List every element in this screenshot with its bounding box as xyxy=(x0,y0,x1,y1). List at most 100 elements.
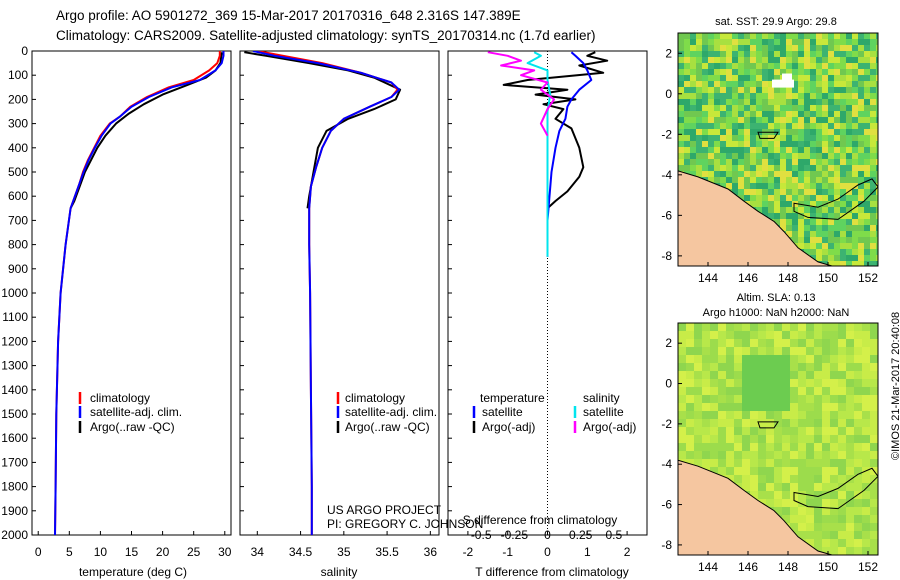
map-cell xyxy=(774,507,782,515)
map-cell xyxy=(838,443,846,451)
map-cell xyxy=(726,183,732,189)
map-cell xyxy=(862,523,870,531)
map-cell xyxy=(804,69,810,75)
map-cell xyxy=(870,147,876,153)
map-cell xyxy=(864,63,870,69)
map-cell xyxy=(830,339,838,347)
map-cell xyxy=(854,499,862,507)
map-cell xyxy=(718,467,726,475)
map-cell xyxy=(678,323,686,331)
map-cell xyxy=(720,123,726,129)
map-cell xyxy=(756,207,762,213)
map-cell xyxy=(782,451,790,459)
map-cell xyxy=(822,99,828,105)
map-cell xyxy=(702,323,710,331)
map-cell xyxy=(780,129,786,135)
map-cell xyxy=(822,515,830,523)
map-cell xyxy=(766,403,774,411)
map-cell xyxy=(854,507,862,515)
map-cell xyxy=(822,435,830,443)
map-cell xyxy=(870,231,876,237)
map-cell xyxy=(702,129,708,135)
map-cell xyxy=(742,419,750,427)
map-cell xyxy=(768,105,774,111)
map-cell xyxy=(732,123,738,129)
map-cell xyxy=(762,195,768,201)
map-cell xyxy=(846,123,852,129)
map-cell xyxy=(790,347,798,355)
map-cell xyxy=(774,419,782,427)
map-cell xyxy=(774,51,780,57)
map-cell xyxy=(854,531,862,539)
map-x-tick-label: 146 xyxy=(738,560,758,574)
map-cell xyxy=(780,87,786,93)
map-cell xyxy=(758,459,766,467)
map-cell xyxy=(774,159,780,165)
map-cell xyxy=(810,147,816,153)
map-cell xyxy=(806,403,814,411)
map-cell xyxy=(798,379,806,387)
x-tick-label: 0 xyxy=(35,545,42,559)
map-cell xyxy=(742,403,750,411)
map-cell xyxy=(734,435,742,443)
map-cell xyxy=(694,451,702,459)
map-cell xyxy=(822,419,830,427)
map-cell xyxy=(720,165,726,171)
map-cell xyxy=(854,419,862,427)
map-cell xyxy=(830,379,838,387)
map-cell xyxy=(790,363,798,371)
depth-tick-label: 700 xyxy=(8,213,28,227)
map-cell xyxy=(846,515,854,523)
map-cell xyxy=(862,411,870,419)
salinity-series-line xyxy=(244,51,402,209)
x-tick-label: 5 xyxy=(66,545,73,559)
map-cell xyxy=(720,93,726,99)
map-cell xyxy=(710,395,718,403)
map-cell xyxy=(830,507,838,515)
map-cell xyxy=(840,135,846,141)
map-cell xyxy=(710,355,718,363)
map-cell xyxy=(792,201,798,207)
map-cell xyxy=(838,467,846,475)
map-cell xyxy=(678,443,686,451)
map-cell xyxy=(678,63,684,69)
map-cell xyxy=(864,165,870,171)
map-cell xyxy=(846,491,854,499)
map-cell xyxy=(846,395,854,403)
map-cell xyxy=(734,427,742,435)
map-cell xyxy=(684,111,690,117)
map-cell xyxy=(852,117,858,123)
map-cell xyxy=(804,45,810,51)
map-cell xyxy=(846,165,852,171)
map-cell xyxy=(686,323,694,331)
map-cell xyxy=(852,153,858,159)
map-cell xyxy=(830,459,838,467)
map-cell xyxy=(822,395,830,403)
map-cell xyxy=(852,261,858,266)
map-cell xyxy=(810,87,816,93)
map-cell xyxy=(768,201,774,207)
map-cell xyxy=(762,147,768,153)
map-cell xyxy=(816,39,822,45)
map-cell xyxy=(758,347,766,355)
map-cell xyxy=(726,165,732,171)
map-cell xyxy=(684,117,690,123)
map-cell xyxy=(786,207,792,213)
map-cell xyxy=(768,141,774,147)
map-cell xyxy=(732,165,738,171)
map-y-tick-label: 0 xyxy=(665,87,672,101)
map-cell xyxy=(814,339,822,347)
map-cell xyxy=(786,63,792,69)
map-cell xyxy=(834,201,840,207)
map-cell xyxy=(750,183,756,189)
map-cell xyxy=(876,57,878,63)
map-cell xyxy=(678,371,686,379)
map-cell xyxy=(762,123,768,129)
map-cell xyxy=(678,355,686,363)
map-cell xyxy=(792,75,798,81)
map-cell xyxy=(804,33,810,39)
map-cell xyxy=(774,69,780,75)
map-cell xyxy=(852,243,858,249)
map-cell xyxy=(864,135,870,141)
map-cell xyxy=(822,213,828,219)
